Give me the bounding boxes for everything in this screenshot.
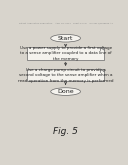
Ellipse shape	[51, 88, 81, 95]
Text: Use a charge pump circuit to provide a
second voltage to the sense amplifier whe: Use a charge pump circuit to provide a s…	[18, 67, 113, 82]
Text: Start: Start	[58, 36, 73, 41]
Text: Done: Done	[57, 89, 74, 94]
Text: Fig. 5: Fig. 5	[53, 127, 78, 136]
Text: Patent Application Publication    Aug. 18, 2011   Sheet 5 of 8    US 2011/019981: Patent Application Publication Aug. 18, …	[19, 22, 113, 24]
FancyBboxPatch shape	[27, 69, 104, 81]
Text: Use a power supply to provide a first voltage
to a sense amplifier coupled to a : Use a power supply to provide a first vo…	[20, 46, 112, 61]
Ellipse shape	[51, 34, 81, 42]
FancyBboxPatch shape	[27, 47, 104, 60]
